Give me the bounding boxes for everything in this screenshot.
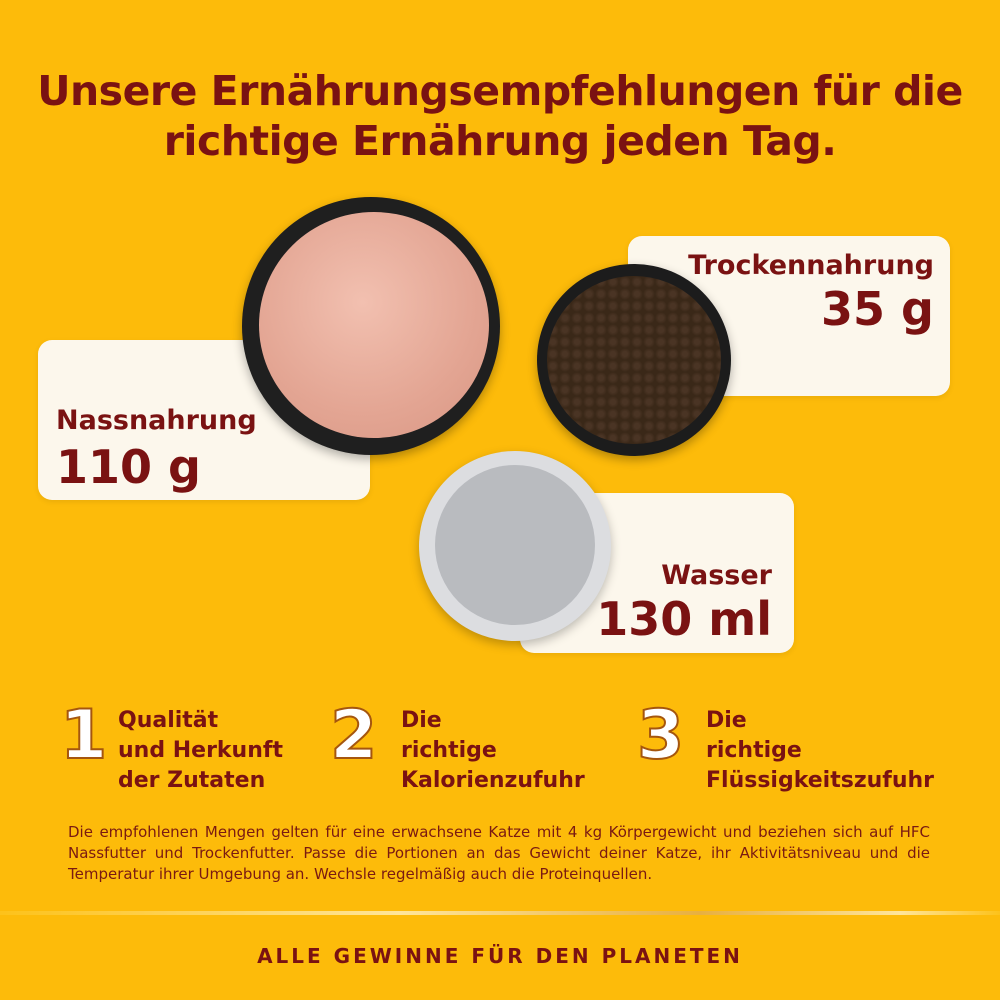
water-label: Wasser — [661, 560, 772, 591]
dry-food-bowl-image — [537, 264, 731, 456]
feature-number: 2 — [329, 695, 378, 776]
feature-text: Qualität und Herkunft der Zutaten — [118, 708, 283, 793]
water-bowl-image — [419, 451, 611, 641]
dry-food-amount: 35 g — [821, 282, 934, 336]
wet-food-amount: 110 g — [56, 440, 201, 494]
dry-food-label: Trockennahrung — [688, 250, 934, 281]
footer-slogan: ALLE GEWINNE FÜR DEN PLANETEN — [257, 944, 743, 968]
feature-text: Die richtige Kalorienzufuhr — [401, 708, 585, 793]
feature-text: Die richtige Flüssigkeitszufuhr — [706, 708, 935, 793]
water-amount: 130 ml — [596, 592, 772, 646]
feature-number: 3 — [636, 695, 685, 776]
wet-food-label: Nassnahrung — [56, 405, 257, 436]
feature-number: 1 — [59, 695, 108, 776]
divider — [0, 911, 1000, 915]
wet-food-bowl-image — [242, 197, 500, 455]
page-title: Unsere Ernährungsempfehlungen für die ri… — [37, 67, 963, 165]
disclaimer-text: Die empfohlenen Mengen gelten für eine e… — [68, 823, 930, 883]
